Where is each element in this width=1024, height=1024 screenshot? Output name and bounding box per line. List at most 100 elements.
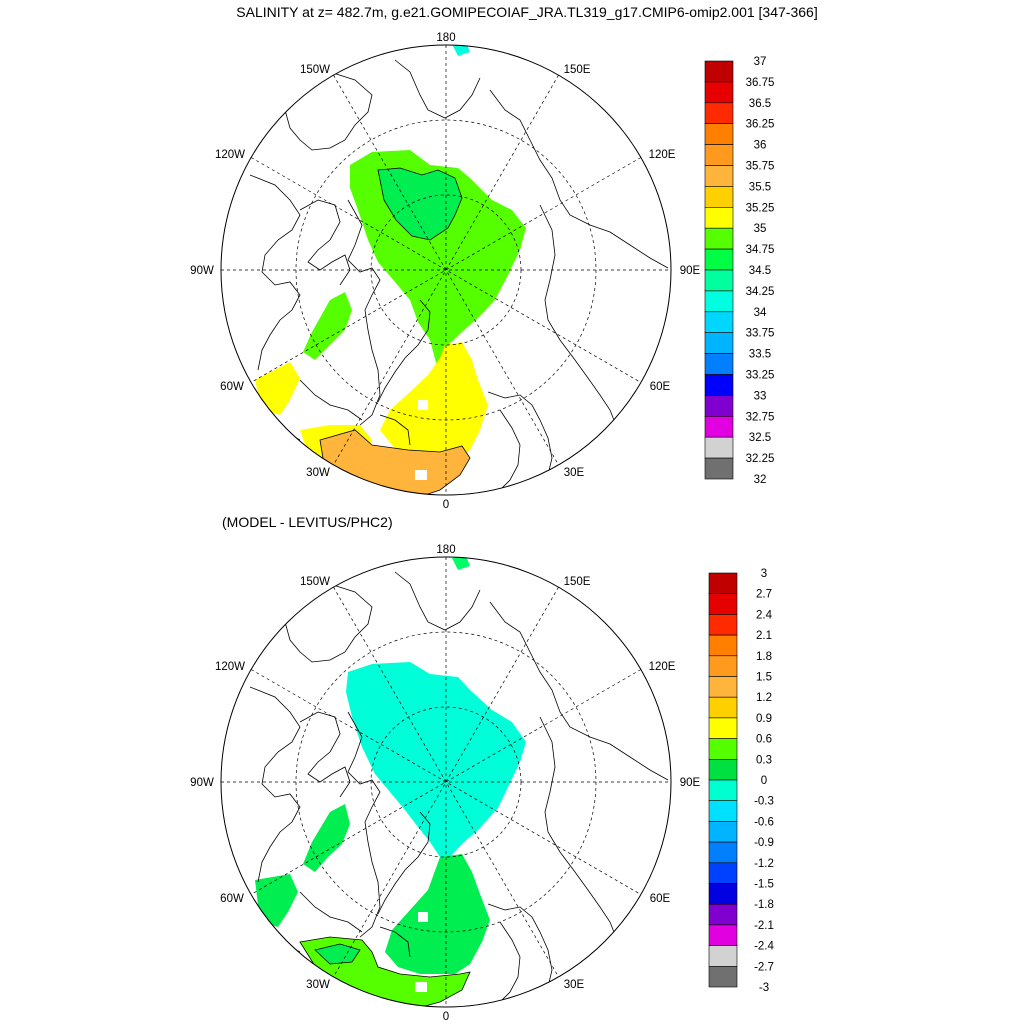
salinity-colorbar-box (704, 457, 734, 480)
difference-colorbar-box (708, 614, 738, 636)
difference-colorbar-box (708, 634, 738, 657)
salinity-colorbar-label: 36.25 (746, 119, 775, 131)
lon-label-30w: 30W (306, 467, 330, 479)
salinity-colorbar-box (704, 290, 734, 313)
difference-colorbar-label: -1.2 (754, 858, 774, 870)
lon-label-90w: 90W (190, 265, 214, 277)
difference-colorbar-box (708, 903, 738, 926)
difference-colorbar-label: 0.9 (756, 713, 772, 725)
difference-colorbar-box (708, 759, 738, 781)
salinity-colorbar-label: 33.5 (749, 349, 771, 361)
difference-colorbar-label: 0 (761, 775, 767, 787)
salinity-colorbar-box (704, 165, 734, 187)
salinity-colorbar-label: 36.5 (749, 98, 771, 110)
diff-graticule (221, 557, 671, 1007)
difference-map-panel: 180 0 150W 150E 120W 120E 90W 90E 60W 60… (0, 512, 1024, 1024)
diff-baffin-field (303, 804, 350, 872)
salinity-colorbar-label: 36 (754, 140, 767, 152)
difference-colorbar-box (708, 572, 738, 595)
difference-colorbar-label: -1.5 (754, 879, 774, 891)
salinity-colorbar-label: 34 (754, 307, 767, 319)
arctic-core-field (377, 167, 463, 241)
salinity-colorbar-box (704, 332, 734, 354)
diff-atlantic-field-1b (255, 874, 298, 927)
map-boundary (220, 44, 672, 496)
salinity-colorbar-label: 33.75 (746, 328, 775, 340)
difference-colorbar-box (708, 779, 738, 802)
salinity-colorbar-box (704, 227, 734, 250)
salinity-colorbar-label: 32.25 (746, 453, 775, 465)
salinity-colorbar-label: 35.25 (746, 202, 775, 214)
salinity-colorbar-box (704, 353, 734, 375)
difference-colorbar-label: -0.3 (754, 796, 774, 808)
difference-colorbar-box (708, 821, 738, 843)
salinity-colorbar-label: 34.25 (746, 286, 775, 298)
salinity-colorbar-label: 32 (754, 474, 767, 486)
difference-colorbar-label: 2.1 (756, 630, 772, 642)
lon-label-150e: 150E (564, 64, 591, 76)
difference-colorbar-label: 1.8 (756, 651, 772, 663)
salinity-map-panel: 180 0 150W 150E 120W 120E 90W 90E 60W 60… (190, 32, 775, 511)
difference-colorbar-label: 3 (761, 568, 767, 580)
difference-colorbar-label: 2.7 (756, 589, 772, 601)
difference-colorbar-label: -2.4 (754, 941, 774, 953)
diff-lon-label-60e: 60E (650, 893, 671, 905)
difference-polar-map: 180 0 150W 150E 120W 120E 90W 90E 60W 60… (190, 544, 775, 1023)
salinity-colorbar-label: 32.5 (749, 432, 771, 444)
diff-map-boundary (220, 556, 672, 1008)
diff-lon-label-0: 0 (443, 1011, 449, 1023)
difference-plot-title: (MODEL - LEVITUS/PHC2) (222, 514, 393, 530)
difference-colorbar-box (708, 655, 738, 677)
difference-colorbar-label: -3 (759, 982, 769, 994)
difference-colorbar-label: -0.6 (754, 816, 774, 828)
salinity-colorbar-label: 34.5 (749, 265, 771, 277)
salinity-colorbar-box (704, 374, 734, 396)
salinity-colorbar: 37 36.75 36.5 36.25 36 35.75 35.5 35.25 35 34.75 3… (704, 56, 775, 486)
salinity-colorbar-box (704, 60, 734, 83)
difference-colorbar-box (708, 841, 738, 864)
atlantic-field-1b (255, 362, 300, 415)
difference-colorbar-box (708, 738, 738, 760)
difference-colorbar-box (708, 883, 738, 905)
difference-colorbar-label: 1.2 (756, 692, 772, 704)
diff-lon-label-90w: 90W (190, 777, 214, 789)
difference-colorbar-label: 1.5 (756, 672, 772, 684)
lon-label-90e: 90E (680, 265, 701, 277)
diff-lon-label-150w: 150W (300, 576, 330, 588)
difference-colorbar-box (708, 696, 738, 719)
salinity-colorbar-box (704, 248, 734, 271)
salinity-colorbar-box (704, 436, 734, 459)
bering-field (452, 45, 470, 56)
diff-lon-label-180: 180 (436, 544, 455, 556)
difference-colorbar-label: 0.6 (756, 734, 772, 746)
salinity-colorbar-label: 36.75 (746, 77, 775, 89)
diff-lon-label-150e: 150E (564, 576, 591, 588)
difference-colorbar-label: -0.9 (754, 837, 774, 849)
difference-colorbar-label: -1.8 (754, 899, 774, 911)
lon-label-60e: 60E (650, 381, 671, 393)
lon-label-180: 180 (436, 32, 455, 44)
difference-colorbar-box (708, 924, 738, 946)
coastlines (249, 59, 669, 491)
salinity-colorbar-label: 35.75 (746, 161, 775, 173)
salinity-colorbar-box (704, 415, 734, 438)
salinity-colorbar-label: 37 (754, 56, 767, 68)
lon-label-30e: 30E (564, 467, 585, 479)
difference-colorbar-box (708, 717, 738, 739)
difference-colorbar-box (708, 593, 738, 615)
difference-colorbar-box (708, 862, 738, 884)
diff-lon-label-90e: 90E (680, 777, 701, 789)
difference-colorbar: 3 2.7 2.4 2.1 1.8 1.5 1.2 0.9 0.6 0.3 0 -0.3 -0.6 -0.… (708, 568, 775, 994)
diff-lon-label-120w: 120W (215, 661, 245, 673)
diff-bering-field (452, 557, 470, 570)
salinity-colorbar-box (704, 81, 734, 104)
diff-atlantic-field-2b (314, 943, 361, 965)
diff-coastlines (249, 571, 669, 1003)
atlantic-field-1 (380, 342, 488, 462)
difference-colorbar-box (708, 965, 738, 988)
diff-lon-label-120e: 120E (649, 661, 676, 673)
salinity-colorbar-box (704, 311, 734, 333)
difference-colorbar-box (708, 676, 738, 698)
difference-colorbar-label: 0.3 (756, 754, 772, 766)
lon-label-150w: 150W (300, 64, 330, 76)
